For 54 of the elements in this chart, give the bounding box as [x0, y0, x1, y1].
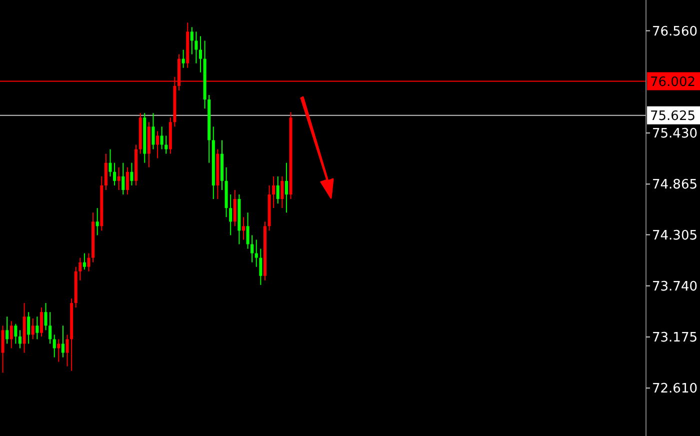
candlestick [10, 320, 13, 349]
candlestick [242, 216, 245, 240]
candlestick [108, 148, 112, 177]
candlestick [122, 162, 125, 195]
candlestick [104, 153, 108, 190]
y-tick-label: 73.175 [652, 330, 698, 346]
candlestick [31, 318, 34, 340]
candlestick [87, 252, 90, 272]
candlestick [194, 31, 198, 64]
y-tick-label: 75.430 [652, 126, 698, 142]
candlestick [117, 166, 120, 190]
candlestick [48, 312, 52, 344]
candlestick [52, 334, 56, 358]
candlestick [250, 234, 254, 263]
ref-line-label: 76.002 [650, 74, 696, 90]
candlestick [164, 135, 168, 154]
candlestick [259, 248, 262, 286]
candlestick [272, 176, 276, 209]
candlestick [61, 325, 64, 358]
candlestick [57, 338, 60, 362]
candlestick [126, 166, 129, 195]
candlestick [233, 189, 236, 227]
candlestick [113, 162, 116, 186]
candlestick [36, 316, 39, 340]
candlestick [229, 194, 232, 236]
candlestick [156, 130, 160, 159]
candlestick [40, 307, 43, 337]
y-tick-label: 76.560 [652, 24, 698, 40]
candlestick [130, 162, 134, 186]
candlestick [284, 162, 288, 214]
candlestick [280, 176, 284, 209]
candlestick [246, 212, 250, 250]
candlestick [160, 126, 164, 150]
candlestick [254, 239, 258, 268]
candlestick [190, 26, 194, 55]
candlestick [199, 36, 202, 73]
candlestick [82, 252, 86, 270]
candlestick [1, 325, 4, 374]
candlestick [78, 257, 82, 281]
y-tick-label: 74.865 [652, 178, 698, 193]
candlestick [152, 112, 155, 150]
candlestick [14, 323, 18, 344]
ref-line-label: 75.625 [650, 108, 696, 124]
candlestick [44, 302, 48, 331]
candlestick [27, 312, 30, 344]
y-tick-label: 74.305 [652, 228, 698, 244]
candlestick [6, 316, 9, 344]
y-tick-label: 73.740 [652, 279, 698, 294]
candlestick [18, 330, 22, 349]
candlestick [96, 208, 99, 236]
y-tick-label: 72.610 [652, 382, 698, 397]
candlestick [66, 334, 69, 367]
candlestick [182, 49, 185, 68]
candlestick [276, 176, 280, 204]
